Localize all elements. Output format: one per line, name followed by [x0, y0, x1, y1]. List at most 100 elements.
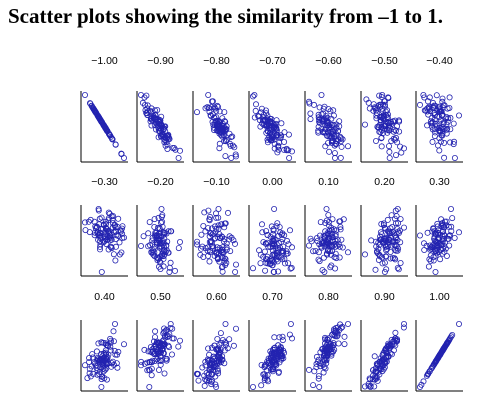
scatter-point — [149, 357, 156, 364]
scatter-point — [276, 224, 283, 231]
scatter-point — [273, 117, 280, 124]
scatter-point — [102, 124, 109, 131]
scatter-point — [439, 98, 446, 105]
scatter-point — [372, 368, 379, 375]
scatter-point — [325, 211, 332, 218]
scatter-point — [171, 144, 178, 151]
scatter-point — [388, 212, 395, 219]
scatter-point — [383, 358, 390, 365]
scatter-point — [445, 115, 452, 122]
scatter-point — [337, 226, 344, 233]
scatter-point — [258, 382, 265, 389]
scatter-point — [206, 109, 213, 116]
panel-label: 0.80 — [318, 291, 339, 303]
scatter-point — [438, 216, 445, 223]
scatter-point — [384, 344, 391, 351]
scatter-point — [112, 257, 119, 264]
scatter-point — [271, 252, 278, 259]
scatter-point — [319, 267, 326, 274]
scatter-point — [207, 238, 214, 245]
scatter-point — [307, 235, 314, 242]
scatter-point — [155, 125, 162, 132]
scatter-point — [208, 104, 215, 111]
scatter-point — [215, 104, 222, 111]
scatter-point — [375, 124, 382, 131]
scatter-point — [159, 342, 166, 349]
scatter-point — [249, 93, 256, 100]
scatter-point — [232, 261, 239, 268]
scatter-point — [273, 120, 280, 127]
scatter-point — [323, 352, 330, 359]
scatter-point — [112, 351, 119, 358]
scatter-point — [152, 328, 159, 335]
scatter-point — [117, 228, 124, 235]
scatter-point — [338, 143, 345, 150]
scatter-panel: −0.80 — [192, 55, 240, 163]
scatter-point — [339, 136, 346, 143]
scatter-point — [90, 105, 97, 112]
scatter-point — [286, 331, 293, 338]
scatter-point — [160, 263, 167, 270]
scatter-point — [268, 223, 275, 230]
scatter-point — [153, 239, 160, 246]
scatter-point — [160, 255, 167, 262]
scatter-point — [313, 353, 320, 360]
scatter-point — [286, 154, 293, 161]
scatter-point — [325, 339, 332, 346]
scatter-point — [161, 123, 168, 130]
scatter-point — [333, 333, 340, 340]
scatter-point — [224, 345, 231, 352]
scatter-point — [230, 342, 237, 349]
scatter-point — [455, 229, 462, 236]
scatter-point — [176, 238, 183, 245]
scatter-point — [288, 148, 295, 155]
scatter-point — [98, 214, 105, 221]
scatter-point — [451, 234, 458, 241]
scatter-point — [283, 248, 290, 255]
scatter-point — [317, 219, 324, 226]
scatter-point — [210, 356, 217, 363]
scatter-point — [344, 249, 351, 256]
scatter-point — [104, 236, 111, 243]
scatter-point — [273, 256, 280, 263]
scatter-point — [271, 140, 278, 147]
scatter-point — [337, 223, 344, 230]
scatter-point — [262, 362, 269, 369]
scatter-point — [326, 235, 333, 242]
scatter-point — [267, 256, 274, 263]
scatter-point — [427, 257, 434, 264]
scatter-panel: 0.10 — [304, 176, 352, 277]
scatter-point — [384, 113, 391, 120]
scatter-point — [416, 101, 423, 108]
scatter-point — [102, 227, 109, 234]
scatter-point — [281, 232, 288, 239]
scatter-panel: −0.60 — [304, 55, 352, 163]
scatter-point — [144, 359, 151, 366]
scatter-point — [201, 382, 208, 389]
scatter-point — [251, 114, 258, 121]
scatter-point — [383, 247, 390, 254]
scatter-point — [420, 378, 427, 385]
scatter-point — [378, 365, 385, 372]
scatter-point — [437, 256, 444, 263]
scatter-point — [383, 266, 390, 273]
scatter-point — [271, 344, 278, 351]
scatter-point — [219, 353, 226, 360]
scatter-point — [437, 108, 444, 115]
scatter-point — [158, 213, 165, 220]
scatter-panel: 0.00 — [248, 176, 296, 277]
scatter-point — [252, 101, 259, 108]
scatter-point — [93, 365, 100, 372]
scatter-point — [344, 320, 351, 327]
scatter-point — [262, 267, 269, 274]
scatter-point — [368, 237, 375, 244]
scatter-point — [439, 250, 446, 257]
scatter-point — [231, 144, 238, 151]
scatter-point — [112, 227, 119, 234]
scatter-point — [332, 237, 339, 244]
scatter-point — [138, 358, 145, 365]
scatter-point — [156, 119, 163, 126]
scatter-point — [416, 232, 423, 239]
scatter-point — [332, 265, 339, 272]
scatter-point — [158, 131, 165, 138]
